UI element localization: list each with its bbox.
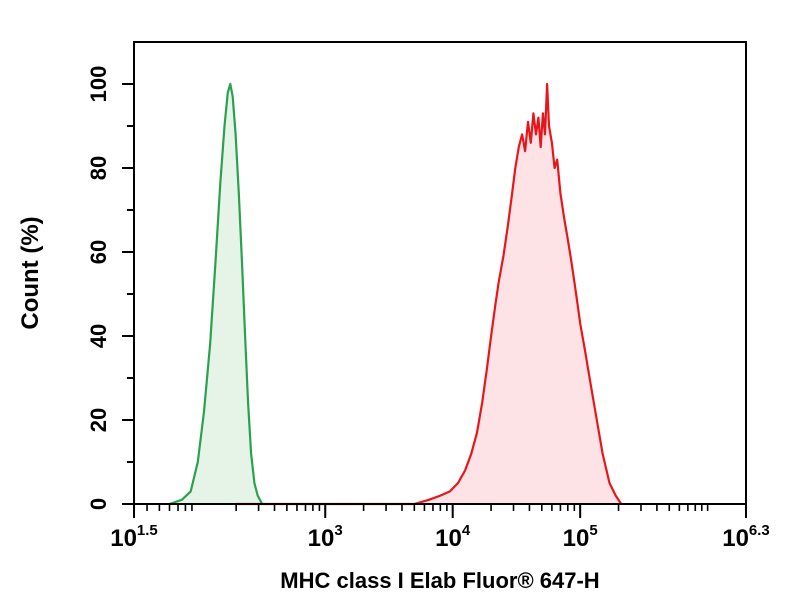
- y-axis-title: Count (%): [17, 216, 44, 329]
- x-tick-label: 106.3: [722, 522, 770, 552]
- x-tick-label: 101.5: [110, 522, 158, 552]
- series-1-line: [236, 82, 623, 506]
- y-tick-label: 80: [86, 156, 111, 180]
- y-tick-label: 40: [86, 324, 111, 348]
- x-tick-label: 105: [563, 522, 598, 552]
- x-tick-label: 104: [435, 522, 471, 552]
- y-tick-label: 0: [86, 498, 111, 510]
- x-tick-label: 103: [308, 522, 343, 552]
- series-0-area: [169, 84, 263, 504]
- y-axis: 0 20 40 60 80 100: [86, 66, 134, 510]
- y-tick-label: 100: [86, 66, 111, 103]
- x-axis-title: MHC class I Elab Fluor® 647-H: [280, 568, 599, 593]
- y-tick-label: 60: [86, 240, 111, 264]
- series-1-area: [236, 84, 622, 504]
- series-0-line: [169, 82, 264, 506]
- x-axis: 101.5 103 104 105 106.3: [110, 504, 770, 552]
- y-tick-label: 20: [86, 408, 111, 432]
- series-layer: [169, 82, 623, 506]
